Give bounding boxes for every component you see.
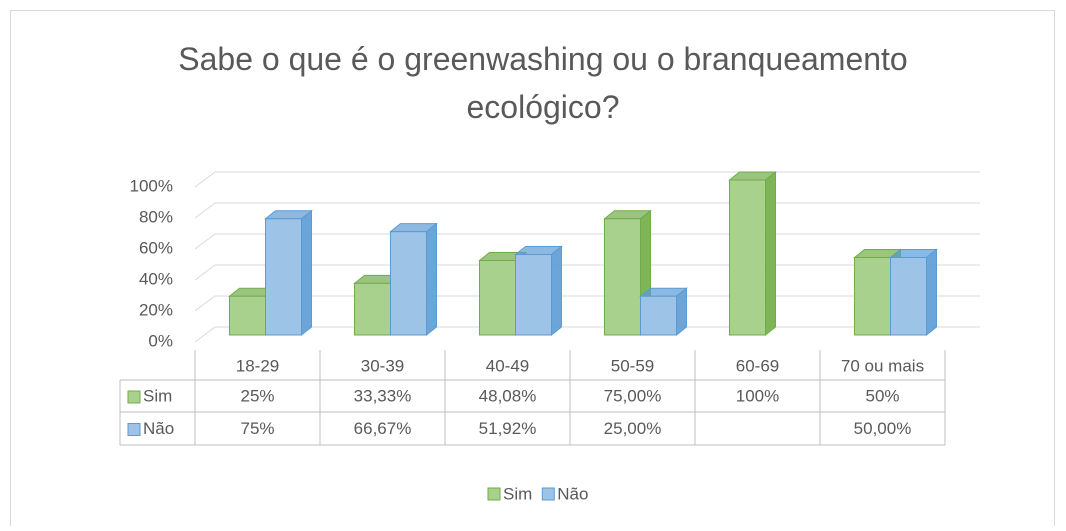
data-table-cell: 25,00% [604, 419, 662, 438]
grid-line [194, 295, 980, 312]
bar [229, 295, 266, 336]
data-table-cell: 48,08% [479, 386, 537, 405]
data-table-cell: 25% [240, 386, 274, 405]
y-tick-label: 20% [139, 300, 173, 319]
data-table-cell: 50% [865, 386, 899, 405]
bar [265, 218, 302, 336]
grid-line [194, 171, 980, 188]
y-tick-label: 0% [148, 331, 173, 350]
chart-title: Sabe o que é o greenwashing ou o branque… [178, 41, 907, 125]
legend-swatch [487, 487, 501, 501]
x-tick-label: 40-49 [486, 356, 529, 375]
x-tick-label: 30-39 [361, 356, 404, 375]
bar [854, 257, 891, 336]
legend-swatch [127, 390, 141, 404]
bar-side [551, 245, 562, 337]
bar [479, 259, 516, 336]
legend-swatch [127, 423, 141, 436]
grid-line [194, 233, 980, 250]
data-table-cell: 100% [736, 386, 779, 405]
data-table-cell: 33,33% [354, 386, 412, 405]
y-tick-label: 60% [139, 238, 173, 257]
y-tick-label: 100% [130, 176, 173, 195]
title-line: ecológico? [467, 89, 620, 125]
data-table-cell: 75,00% [604, 386, 662, 405]
data-table-cell: 75% [240, 419, 274, 438]
bar [890, 257, 927, 336]
bar-side [301, 209, 312, 337]
x-tick-label: 60-69 [736, 356, 779, 375]
data-table-cell: 51,92% [479, 419, 537, 438]
legend-label: Sim [503, 484, 532, 503]
y-tick-label: 80% [139, 207, 173, 226]
bar [390, 231, 427, 336]
data-table-cell: 50,00% [854, 419, 912, 438]
legend-label: Não [557, 484, 588, 503]
bar [640, 295, 677, 336]
y-tick-label: 40% [139, 269, 173, 288]
bar-side [765, 170, 776, 337]
data-table-cell: 66,67% [354, 419, 412, 438]
table-row-label: Sim [143, 386, 172, 405]
bar [515, 254, 552, 336]
bar [354, 282, 391, 336]
x-tick-label: 18-29 [236, 356, 279, 375]
bar [604, 218, 641, 336]
bar-side [926, 248, 937, 337]
bar [729, 179, 766, 336]
x-tick-label: 70 ou mais [841, 356, 924, 375]
grid-line [194, 264, 980, 281]
table-row-label: Não [143, 419, 174, 438]
x-tick-label: 50-59 [611, 356, 654, 375]
title-line: Sabe o que é o greenwashing ou o branque… [178, 41, 907, 77]
bar-side [426, 222, 437, 337]
grid-line [194, 202, 980, 219]
grid-line [194, 326, 980, 343]
legend-swatch [541, 487, 555, 501]
